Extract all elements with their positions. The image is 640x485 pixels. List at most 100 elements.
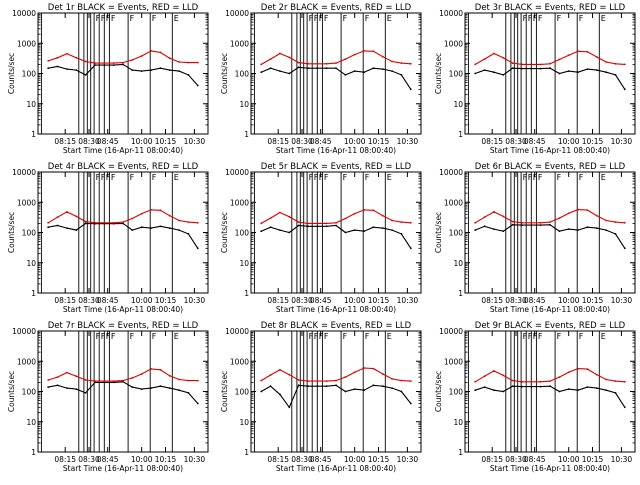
lld-point — [307, 62, 309, 65]
x-tick-label: 08:15 — [267, 296, 289, 305]
lld-series-line — [474, 368, 625, 383]
x-tick-label: 10:15 — [368, 137, 390, 146]
lld-point — [150, 368, 153, 370]
events-point — [353, 70, 356, 72]
lld-series-line — [474, 209, 625, 224]
events-point — [558, 72, 561, 75]
events-point — [260, 71, 263, 74]
lld-point — [325, 62, 328, 65]
flag-label: F — [365, 14, 370, 23]
flag-label: F — [557, 332, 562, 341]
flag-label: F — [579, 14, 584, 23]
lld-point — [511, 379, 514, 382]
events-point — [325, 385, 328, 388]
events-point — [178, 389, 181, 392]
y-tick-label: 1 — [244, 130, 249, 139]
events-point — [623, 88, 626, 91]
lld-point — [623, 380, 626, 383]
x-tick-label: 08:45 — [97, 296, 119, 305]
events-point — [521, 67, 523, 70]
y-tick-label: 10 — [26, 259, 36, 268]
lld-point — [381, 373, 384, 375]
lld-point — [549, 62, 551, 65]
lld-point — [196, 221, 199, 224]
lld-point — [539, 221, 542, 224]
lld-point — [586, 368, 589, 370]
flag-label: F — [314, 173, 319, 182]
y-tick-label: 1 — [458, 130, 463, 139]
lld-point — [75, 56, 78, 59]
lld-point — [483, 216, 486, 219]
panel-title: Det 1r BLACK = Events, RED = LLD — [48, 3, 199, 13]
lld-series-line — [48, 368, 198, 382]
y-tick-label: 10000 — [225, 9, 249, 18]
y-axis-label: Counts/sec — [7, 212, 16, 253]
lld-point — [94, 62, 96, 64]
events-point — [372, 67, 375, 70]
events-point — [150, 69, 153, 71]
flag-label: F — [557, 173, 562, 182]
x-tick-label: 08:45 — [310, 296, 332, 305]
lld-point — [131, 59, 134, 61]
lld-point — [75, 375, 78, 378]
events-series-line — [475, 385, 626, 408]
events-point — [196, 84, 199, 87]
x-tick-label: 10:00 — [558, 296, 580, 305]
lld-point — [344, 376, 347, 378]
lld-series-line — [474, 50, 625, 65]
events-point — [103, 64, 106, 66]
lld-point — [521, 380, 523, 383]
lld-point — [159, 209, 162, 212]
flag-label: F — [324, 14, 329, 23]
y-tick-label: 1000 — [17, 357, 36, 366]
lld-point — [493, 52, 495, 55]
events-point — [623, 406, 626, 409]
lld-point — [614, 380, 617, 382]
lld-point — [325, 222, 328, 225]
y-tick-label: 1 — [31, 130, 36, 139]
events-point — [623, 247, 626, 250]
panel-7: Det 7r BLACK = Events, RED = LLD 1 10 100 10… — [7, 321, 209, 473]
x-tick-label: 10:00 — [131, 455, 153, 464]
lld-point — [335, 221, 337, 224]
x-tick-label: 08:15 — [267, 137, 289, 146]
panel-1: Det 1r BLACK = Events, RED = LLD 1 10 100 10… — [7, 3, 209, 155]
x-tick-label: 10:15 — [368, 296, 390, 305]
events-point — [381, 227, 384, 230]
y-tick-label: 1000 — [230, 198, 249, 207]
x-axis-label: Start Time (16-Apr-11 08:00:40) — [276, 305, 396, 314]
flag-label: E — [387, 332, 392, 341]
lld-point — [353, 212, 356, 215]
lld-point — [178, 378, 181, 381]
lld-point — [493, 370, 495, 372]
events-point — [391, 229, 393, 232]
flag-label: F — [152, 332, 157, 341]
events-point — [168, 227, 171, 230]
y-tick-label: 1000 — [444, 357, 463, 366]
plot-frame — [250, 171, 422, 294]
y-tick-label: 1000 — [230, 357, 249, 366]
y-tick-label: 10000 — [439, 168, 463, 177]
panel-title: Det 6r BLACK = Events, RED = LLD — [475, 162, 626, 172]
x-tick-label: 10:00 — [344, 137, 366, 146]
events-point — [325, 225, 328, 228]
lld-point — [409, 62, 412, 65]
plot-frame — [250, 12, 422, 135]
lld-point — [103, 62, 106, 64]
lld-point — [381, 214, 384, 217]
x-tick-label: 08:15 — [54, 455, 76, 464]
events-series-line — [260, 224, 412, 249]
lld-point — [549, 380, 551, 382]
panel-title: Det 5r BLACK = Events, RED = LLD — [261, 162, 412, 172]
events-series-line — [474, 224, 626, 249]
events-point — [269, 385, 272, 388]
lld-point — [605, 61, 607, 63]
events-point — [381, 68, 384, 70]
events-point — [47, 67, 50, 70]
panel-title: Det 2r BLACK = Events, RED = LLD — [261, 3, 412, 13]
events-point — [94, 64, 96, 66]
flag-label: E — [601, 14, 606, 23]
lld-point — [122, 61, 124, 64]
lld-point — [335, 62, 337, 64]
flag-label: F — [152, 14, 157, 23]
